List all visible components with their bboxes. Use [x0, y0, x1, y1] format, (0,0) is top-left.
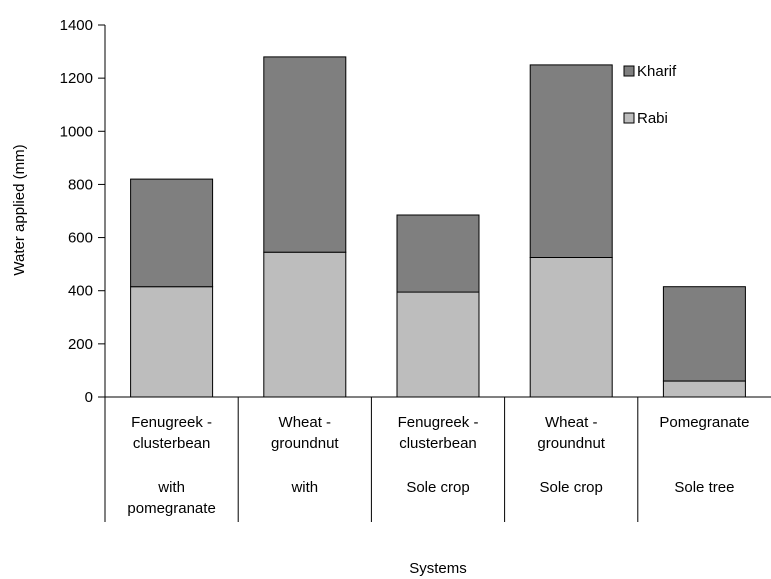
category-sublabel: with — [157, 479, 185, 496]
y-tick-label: 600 — [68, 230, 93, 247]
y-tick-label: 1000 — [60, 123, 93, 140]
y-tick-label: 0 — [85, 389, 93, 406]
category-label: groundnut — [537, 435, 605, 452]
legend-label-rabi: Rabi — [637, 110, 668, 127]
category-sublabel: with — [290, 479, 318, 496]
category-label: Wheat - — [545, 414, 598, 431]
legend-label-kharif: Kharif — [637, 63, 677, 80]
category-label: Fenugreek - — [398, 414, 479, 431]
category-sublabel: Sole crop — [540, 479, 603, 496]
category-label: Pomegranate — [659, 414, 749, 431]
x-axis-title: Systems — [409, 560, 467, 577]
legend-swatch-kharif — [623, 65, 635, 77]
bar-kharif-2 — [263, 56, 347, 253]
y-tick-label: 1200 — [60, 70, 93, 87]
bar-kharif-1 — [130, 178, 214, 288]
category-label: clusterbean — [399, 435, 477, 452]
category-label: Wheat - — [279, 414, 332, 431]
bar-rabi-4 — [529, 257, 613, 398]
y-tick-label: 800 — [68, 176, 93, 193]
y-tick-label: 200 — [68, 336, 93, 353]
category-label: Fenugreek - — [131, 414, 212, 431]
category-sublabel: pomegranate — [127, 500, 215, 517]
y-axis-title: Water applied (mm) — [11, 144, 28, 275]
bar-kharif-4 — [529, 64, 613, 259]
y-tick-label: 1400 — [60, 17, 93, 34]
plot-area: 0 200 400 600 800 1000 1200 1400 Fenugreek - clus… — [60, 17, 771, 522]
bar-rabi-3 — [396, 291, 480, 398]
category-label: clusterbean — [133, 435, 211, 452]
legend-swatch-rabi — [623, 112, 635, 124]
category-label: groundnut — [271, 435, 339, 452]
bar-kharif-3 — [396, 214, 480, 293]
bar-kharif-5 — [662, 286, 746, 382]
y-tick-label: 400 — [68, 283, 93, 300]
bar-rabi-1 — [130, 286, 214, 398]
bar-rabi-5 — [662, 380, 746, 398]
bar-rabi-2 — [263, 251, 347, 398]
category-sublabel: Sole crop — [406, 479, 469, 496]
category-sublabel: Sole tree — [674, 479, 734, 496]
